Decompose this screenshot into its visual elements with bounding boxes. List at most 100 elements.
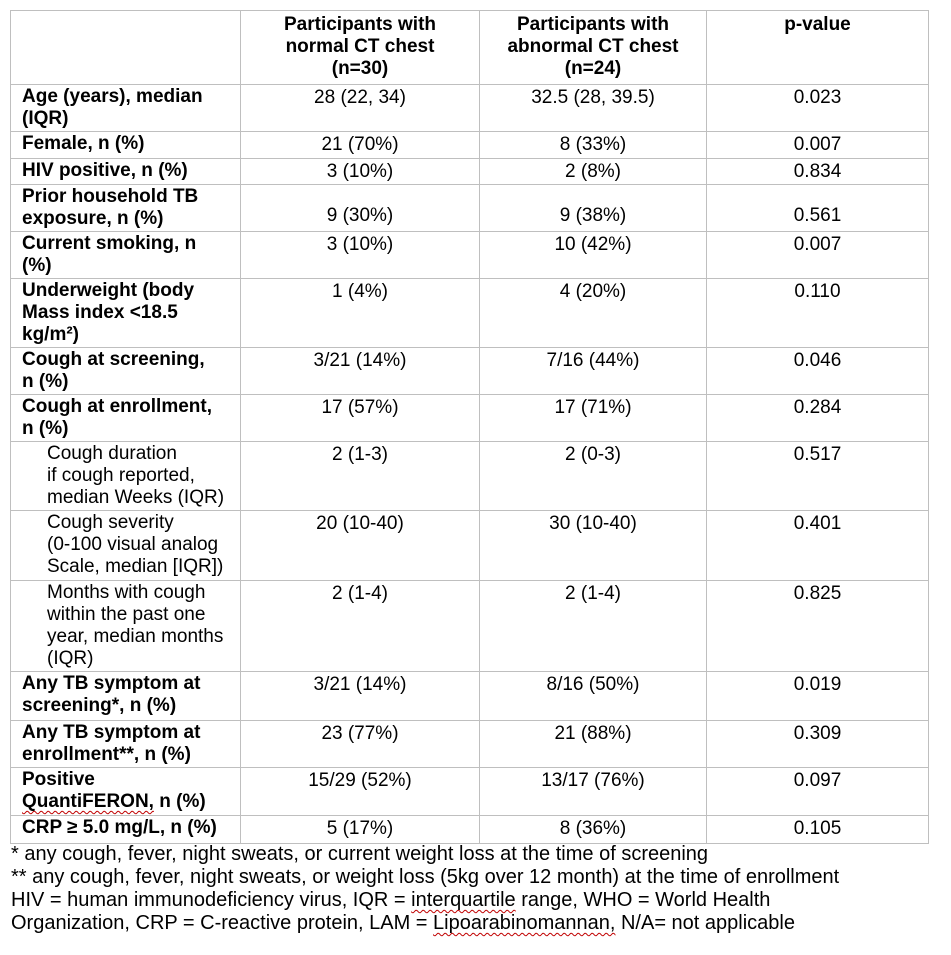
cell-abnormal-ct: 30 (10-40) (479, 510, 707, 581)
cell-normal-ct: 1 (4%) (240, 278, 480, 348)
text-segment: Cough duration if cough reported, median… (47, 443, 225, 508)
text-segment: HIV = human immunodeficiency virus, IQR … (11, 889, 412, 911)
footnote-line: * any cough, fever, night sweats, or cur… (11, 843, 949, 866)
cell-abnormal-ct: 9 (38%) (479, 184, 707, 232)
row-label: Cough at screening, n (%) (10, 347, 241, 395)
table-row: Positive QuantiFERON, n (%) 15/29 (52%) 13… (10, 767, 929, 816)
text-segment: range, WHO = World Health (515, 889, 771, 911)
row-label: Any TB symptom at screening*, n (%) (10, 671, 241, 721)
table-row: Cough at enrollment, n (%) 17 (57%) 17 (71… (10, 394, 929, 442)
cell-normal-ct: 23 (77%) (240, 720, 480, 768)
cell-abnormal-ct: 2 (0-3) (479, 441, 707, 511)
text-segment: Any TB symptom at enrollment**, n (%) (22, 722, 201, 765)
text-segment: ** any cough, fever, night sweats, or we… (11, 866, 840, 888)
row-label: Prior household TB exposure, n (%) (10, 184, 241, 232)
row-label: Underweight (body Mass index <18.5 kg/m²… (10, 278, 241, 348)
cell-abnormal-ct: 8 (36%) (479, 815, 707, 844)
table-row: Female, n (%) 21 (70%) 8 (33%) 0.007 (10, 131, 929, 159)
cell-p-value: 0.309 (706, 720, 929, 768)
footnote-line: Organization, CRP = C-reactive protein, … (11, 912, 949, 935)
text-segment: Underweight (body Mass index <18.5 kg/m²… (22, 280, 195, 345)
row-label: Cough duration if cough reported, median… (10, 441, 241, 511)
table-header: Participants with normal CT chest (n=30)… (10, 10, 929, 85)
cell-p-value: 0.019 (706, 671, 929, 721)
table-row: Age (years), median (IQR) 28 (22, 34) 32.5… (10, 84, 929, 132)
cell-normal-ct: 28 (22, 34) (240, 84, 480, 132)
cell-abnormal-ct: 4 (20%) (479, 278, 707, 348)
text-segment: Cough at enrollment, n (%) (22, 396, 212, 439)
text-segment: Cough severity (0-100 visual analog Scal… (47, 512, 224, 577)
table-body: Age (years), median (IQR) 28 (22, 34) 32.5… (10, 84, 929, 844)
table-row: Months with cough within the past one ye… (10, 580, 929, 672)
table-row: Cough at screening, n (%) 3/21 (14%) 7/16 … (10, 347, 929, 395)
cell-abnormal-ct: 7/16 (44%) (479, 347, 707, 395)
text-segment: * any cough, fever, night sweats, or cur… (11, 843, 709, 865)
cell-p-value: 0.825 (706, 580, 929, 672)
cell-normal-ct: 3/21 (14%) (240, 671, 480, 721)
cell-abnormal-ct: 8/16 (50%) (479, 671, 707, 721)
table-footnotes: * any cough, fever, night sweats, or cur… (11, 843, 949, 935)
table-row: Prior household TB exposure, n (%) 9 (30%… (10, 184, 929, 232)
cell-abnormal-ct: 21 (88%) (479, 720, 707, 768)
cell-p-value: 0.007 (706, 231, 929, 279)
spellcheck-squiggle-text: interquartile (411, 889, 516, 911)
cell-p-value: 0.105 (706, 815, 929, 844)
table-row: Any TB symptom at screening*, n (%) 3/21 … (10, 671, 929, 721)
table-row: Current smoking, n (%) 3 (10%) 10 (42%) 0.0… (10, 231, 929, 279)
column-header-normal-ct: Participants with normal CT chest (n=30) (240, 10, 480, 85)
text-segment: n (%) (153, 791, 206, 812)
text-segment: CRP ≥ 5.0 mg/L, n (%) (22, 817, 217, 838)
spellcheck-squiggle-text: Lipoarabinomannan, (433, 912, 616, 934)
cell-p-value: 0.007 (706, 131, 929, 159)
cell-p-value: 0.284 (706, 394, 929, 442)
cell-normal-ct: 15/29 (52%) (240, 767, 480, 816)
text-segment: Prior household TB exposure, n (%) (22, 186, 199, 229)
table-row: HIV positive, n (%) 3 (10%) 2 (8%) 0.834 (10, 158, 929, 185)
cell-normal-ct: 2 (1-3) (240, 441, 480, 511)
row-label: HIV positive, n (%) (10, 158, 241, 185)
cell-abnormal-ct: 2 (8%) (479, 158, 707, 185)
cell-p-value: 0.023 (706, 84, 929, 132)
cell-p-value: 0.110 (706, 278, 929, 348)
cell-p-value: 0.834 (706, 158, 929, 185)
text-segment: Female, n (%) (22, 133, 145, 154)
cell-abnormal-ct: 8 (33%) (479, 131, 707, 159)
row-label: Months with cough within the past one ye… (10, 580, 241, 672)
column-header-p-value: p-value (706, 10, 929, 85)
row-label: Cough severity (0-100 visual analog Scal… (10, 510, 241, 581)
cell-p-value: 0.561 (706, 184, 929, 232)
text-segment: Any TB symptom at screening*, n (%) (22, 673, 201, 716)
row-label: Positive QuantiFERON, n (%) (10, 767, 241, 816)
row-label: Current smoking, n (%) (10, 231, 241, 279)
cell-p-value: 0.097 (706, 767, 929, 816)
text-segment: Positive (22, 769, 95, 790)
cell-abnormal-ct: 2 (1-4) (479, 580, 707, 672)
baseline-characteristics-table: Participants with normal CT chest (n=30)… (10, 10, 929, 844)
cell-normal-ct: 20 (10-40) (240, 510, 480, 581)
text-segment: Cough at screening, n (%) (22, 349, 205, 392)
table-row: CRP ≥ 5.0 mg/L, n (%) 5 (17%) 8 (36%) 0.105 (10, 815, 929, 844)
spellcheck-squiggle-text: QuantiFERON, (22, 791, 154, 812)
row-label: Cough at enrollment, n (%) (10, 394, 241, 442)
text-segment: Months with cough within the past one ye… (47, 582, 224, 669)
table-row: Cough duration if cough reported, median… (10, 441, 929, 511)
cell-p-value: 0.517 (706, 441, 929, 511)
table-row: Cough severity (0-100 visual analog Scal… (10, 510, 929, 581)
cell-normal-ct: 9 (30%) (240, 184, 480, 232)
cell-abnormal-ct: 10 (42%) (479, 231, 707, 279)
table-row: Underweight (body Mass index <18.5 kg/m²… (10, 278, 929, 348)
footnote-line: ** any cough, fever, night sweats, or we… (11, 866, 949, 889)
text-segment: Organization, CRP = C-reactive protein, … (11, 912, 434, 934)
cell-normal-ct: 3 (10%) (240, 231, 480, 279)
cell-abnormal-ct: 32.5 (28, 39.5) (479, 84, 707, 132)
cell-normal-ct: 3/21 (14%) (240, 347, 480, 395)
column-header-empty (10, 10, 241, 85)
text-segment: Age (years), median (IQR) (22, 86, 203, 129)
row-label: Any TB symptom at enrollment**, n (%) (10, 720, 241, 768)
cell-normal-ct: 2 (1-4) (240, 580, 480, 672)
cell-normal-ct: 5 (17%) (240, 815, 480, 844)
table-header-row: Participants with normal CT chest (n=30)… (10, 10, 929, 85)
cell-p-value: 0.046 (706, 347, 929, 395)
cell-normal-ct: 21 (70%) (240, 131, 480, 159)
